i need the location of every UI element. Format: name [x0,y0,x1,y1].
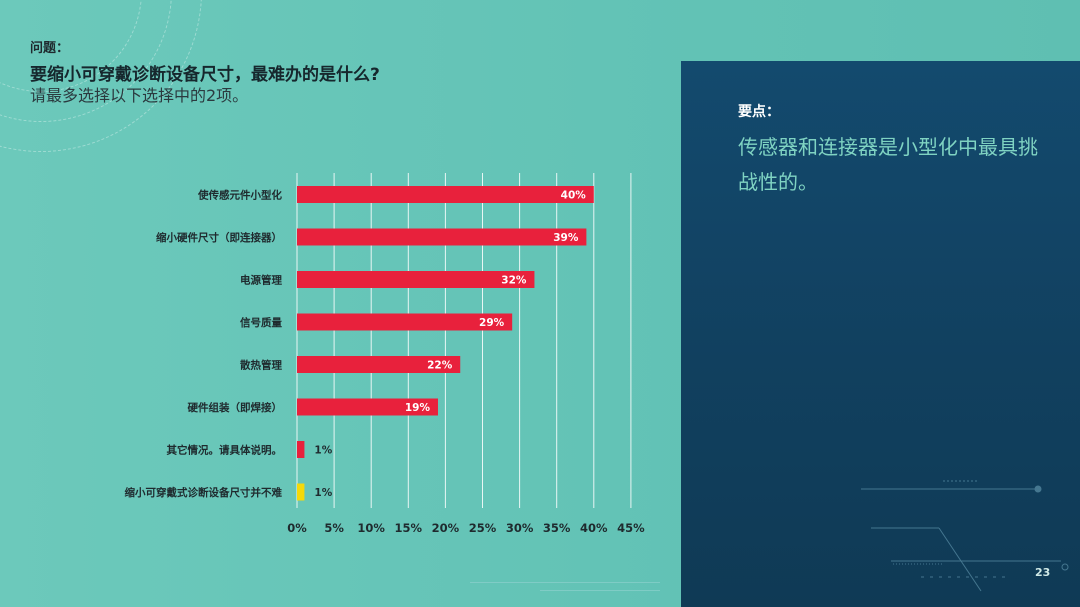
bar-chart: 0% 5% 10% 15% 20% 25% 30% 35% 40% 45% 使传感元件小型化 40% 缩… [124,186,646,535]
bar [297,398,438,416]
x-tick-label: 40% [580,521,608,535]
x-tick-label: 30% [506,521,534,535]
x-tick-label: 5% [324,521,344,535]
category-label: 使传感元件小型化 [197,189,282,202]
data-label: 1% [314,445,332,457]
key-points-panel [681,61,1080,607]
bar [297,441,305,458]
category-label: 其它情况。请具体说明。 [167,444,283,457]
data-label: 1% [314,487,332,499]
data-label: 40% [561,190,587,202]
data-label: 29% [479,317,505,329]
x-tick-label: 20% [432,521,460,535]
question-subtitle: 请最多选择以下选择中的2项。 [30,86,249,105]
circuit-line [540,590,660,591]
bar [297,313,513,331]
x-tick-label: 15% [395,521,423,535]
category-label: 电源管理 [240,274,282,287]
category-label: 硬件组装（即焊接） [188,401,283,414]
x-tick-label: 10% [357,521,385,535]
page-number: 23 [1035,566,1051,579]
bar [297,483,305,501]
data-label: 22% [427,360,453,372]
data-label: 19% [405,402,431,414]
bar [297,228,587,246]
x-tick-label: 0% [287,521,307,535]
x-tick-label: 25% [469,521,497,535]
category-label: 散热管理 [240,359,282,372]
category-label: 缩小可穿戴式诊断设备尺寸并不难 [125,486,283,499]
bar [297,356,461,373]
category-label: 信号质量 [240,316,282,329]
data-label: 39% [553,232,579,244]
key-points-text: 传感器和连接器是小型化中最具挑战性的。 [738,135,1038,194]
bar [297,186,594,203]
question-label: 问题： [30,41,70,56]
circuit-decoration [861,480,1069,592]
question-title: 要缩小可穿戴诊断设备尺寸，最难办的是什么? [30,65,380,85]
bar [297,271,535,288]
data-label: 32% [501,275,527,287]
circuit-line [470,582,660,583]
category-label: 缩小硬件尺寸（即连接器） [156,231,282,244]
key-points-label: 要点： [738,104,780,120]
x-tick-label: 45% [617,521,645,535]
x-tick-label: 35% [543,521,571,535]
